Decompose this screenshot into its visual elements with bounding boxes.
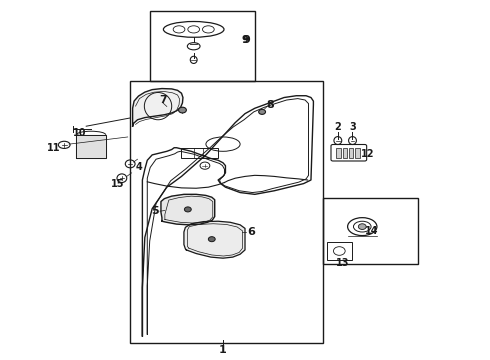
Bar xyxy=(323,198,418,264)
Text: 6: 6 xyxy=(247,227,255,237)
Polygon shape xyxy=(161,194,215,225)
Text: 10: 10 xyxy=(73,129,87,138)
Text: 15: 15 xyxy=(111,179,125,189)
Polygon shape xyxy=(76,135,106,158)
Bar xyxy=(327,242,351,260)
Polygon shape xyxy=(184,221,245,258)
Text: 3: 3 xyxy=(349,122,356,132)
Bar xyxy=(343,148,347,158)
Ellipse shape xyxy=(358,224,366,229)
Polygon shape xyxy=(133,89,183,126)
Ellipse shape xyxy=(178,107,186,113)
Text: 7: 7 xyxy=(159,95,167,105)
Text: 8: 8 xyxy=(267,100,274,110)
Ellipse shape xyxy=(208,237,215,242)
Text: 9: 9 xyxy=(242,35,250,45)
Text: 2: 2 xyxy=(335,122,341,132)
Text: 4: 4 xyxy=(136,162,143,172)
Bar xyxy=(355,148,360,158)
Ellipse shape xyxy=(184,207,191,212)
Text: 14: 14 xyxy=(365,226,379,236)
Bar xyxy=(150,12,255,81)
Bar xyxy=(336,148,341,158)
Text: 11: 11 xyxy=(47,143,60,153)
Bar xyxy=(130,81,323,343)
Ellipse shape xyxy=(259,109,266,114)
Bar xyxy=(181,148,218,158)
Text: 5: 5 xyxy=(151,206,159,216)
Text: 13: 13 xyxy=(336,258,349,268)
Text: 12: 12 xyxy=(362,149,375,159)
Text: 1: 1 xyxy=(219,345,227,355)
Bar xyxy=(349,148,353,158)
Text: 9: 9 xyxy=(242,35,248,45)
